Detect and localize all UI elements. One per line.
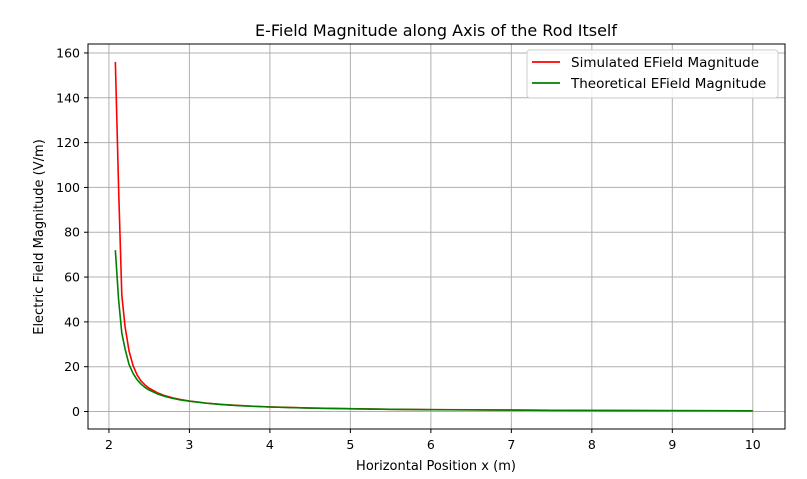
y-tick-label: 60	[64, 270, 80, 285]
series-line-theoretical	[114, 250, 753, 412]
y-tick-label: 20	[64, 359, 80, 374]
chart-title: E-Field Magnitude along Axis of the Rod …	[255, 21, 617, 40]
x-tick-label: 10	[745, 437, 761, 452]
x-tick-label: 8	[588, 437, 596, 452]
y-tick-label: 120	[56, 135, 80, 150]
legend-label: Theoretical EField Magnitude	[570, 76, 766, 92]
x-axis-label: Horizontal Position x (m)	[356, 459, 516, 474]
y-tick-label: 0	[72, 404, 80, 419]
grid	[88, 44, 785, 429]
y-tick-label: 140	[56, 90, 80, 105]
x-tick-label: 4	[266, 437, 274, 452]
plot-frame	[87, 43, 786, 430]
y-tick-label: 80	[64, 225, 80, 240]
y-tick-label: 100	[56, 180, 80, 195]
legend: Simulated EField Magnitude Theoretical EF…	[526, 49, 779, 99]
x-tick-label: 3	[185, 437, 193, 452]
y-axis-label: Electric Field Magnitude (V/m)	[32, 139, 47, 335]
y-tick-label: 40	[64, 314, 80, 329]
legend-box	[526, 49, 779, 99]
series-layer	[114, 61, 753, 412]
x-tick-label: 2	[105, 437, 113, 452]
x-tick-label: 6	[427, 437, 435, 452]
legend-label: Simulated EField Magnitude	[571, 55, 759, 71]
x-tick-label: 7	[507, 437, 515, 452]
y-tick-label: 160	[56, 45, 80, 60]
x-tick-label: 9	[668, 437, 676, 452]
x-tick-label: 5	[346, 437, 354, 452]
